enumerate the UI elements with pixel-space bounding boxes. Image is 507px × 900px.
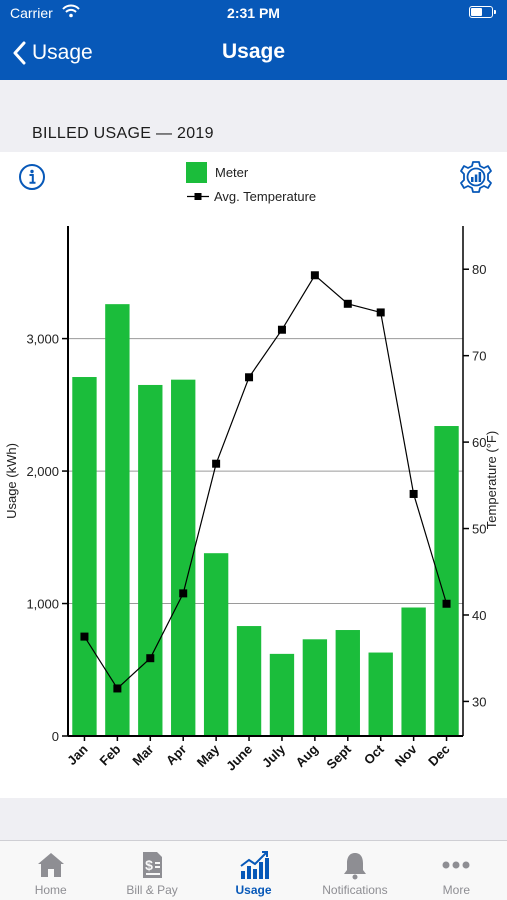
temperature-point-nov xyxy=(409,489,418,498)
tab-label-usage: Usage xyxy=(235,883,272,897)
carrier-label: Carrier xyxy=(10,5,53,21)
temperature-point-july xyxy=(277,325,286,334)
legend-label-meter: Meter xyxy=(215,164,249,180)
bar-june xyxy=(236,626,262,736)
chart-settings-gear-icon xyxy=(460,161,492,193)
bill-document-icon: $ xyxy=(143,852,163,878)
y-tick-label-right: 30 xyxy=(472,694,486,709)
tab-usage[interactable]: Usage xyxy=(203,841,304,900)
bar-dec xyxy=(434,426,459,736)
chart-legend: Meter Avg. Temperature xyxy=(186,160,316,208)
info-circle-icon xyxy=(19,164,45,190)
x-tick-label-oct: Oct xyxy=(361,741,387,767)
bar-jan xyxy=(72,377,97,736)
usage-chart: 0 1,000 2,000 3,000 30 40 50 60 70 80 Jan Feb Mar Apr… xyxy=(4,226,499,774)
back-button-label: Usage xyxy=(32,41,93,64)
temperature-point-dec xyxy=(442,599,451,608)
temperature-point-apr xyxy=(179,589,188,598)
tab-label-bill-pay: Bill & Pay xyxy=(126,883,178,897)
tab-label-notifications: Notifications xyxy=(322,883,388,897)
y-tick-label-right: 60 xyxy=(472,435,486,450)
chart-settings-button[interactable] xyxy=(458,160,494,194)
more-dots-icon xyxy=(442,861,470,869)
back-button[interactable]: Usage xyxy=(12,38,93,68)
info-button[interactable] xyxy=(18,163,46,191)
temperature-line xyxy=(83,274,448,690)
tab-label-home: Home xyxy=(34,883,67,897)
tab-bar: Home $ Bill & Pay Usage Notifications xyxy=(0,840,507,900)
page-title: Usage xyxy=(221,40,286,63)
x-tick-label-sept: Sept xyxy=(323,741,354,772)
bar-apr xyxy=(171,379,196,736)
usage-chart-icon xyxy=(239,851,269,879)
x-tick-label-dec: Dec xyxy=(425,742,452,769)
y-tick-label-right: 80 xyxy=(472,262,486,277)
bar-july xyxy=(269,653,295,736)
tab-notifications[interactable]: Notifications xyxy=(304,841,405,900)
chevron-left-icon xyxy=(13,41,26,65)
footer-band xyxy=(0,798,507,840)
status-time: 2:31 PM xyxy=(227,5,280,21)
x-tick-label-aug: Aug xyxy=(293,741,322,770)
temperature-point-jan xyxy=(80,632,89,641)
navigation-bar: Usage Usage xyxy=(0,26,507,80)
bar-sept xyxy=(335,630,360,736)
svg-text:$: $ xyxy=(145,857,153,873)
bar-nov xyxy=(401,607,426,736)
bar-feb xyxy=(105,304,130,736)
y-tick-label-right: 50 xyxy=(472,522,486,537)
y-tick-label-left: 2,000 xyxy=(26,464,59,479)
x-tick-label-apr: Apr xyxy=(163,742,189,768)
legend-label-temperature: Avg. Temperature xyxy=(214,188,317,204)
x-tick-label-may: May xyxy=(194,741,223,770)
y-tick-label-left: 3,000 xyxy=(26,332,59,347)
bar-oct xyxy=(368,652,393,736)
temperature-point-aug xyxy=(310,271,319,280)
bell-icon xyxy=(343,853,366,880)
section-heading: BILLED USAGE — 2019 xyxy=(32,125,214,142)
temperature-point-june xyxy=(245,373,254,382)
tab-more[interactable]: More xyxy=(406,841,507,900)
tab-label-more: More xyxy=(442,883,470,897)
x-tick-label-feb: Feb xyxy=(97,741,124,768)
legend-swatch-meter xyxy=(186,161,207,183)
battery-icon xyxy=(469,6,496,18)
x-tick-label-jan: Jan xyxy=(64,741,90,767)
x-tick-label-nov: Nov xyxy=(392,741,421,770)
section-header: BILLED USAGE — 2019 xyxy=(0,80,507,152)
legend-swatch-temperature xyxy=(187,192,209,200)
home-icon xyxy=(37,853,64,877)
temperature-point-sept xyxy=(343,299,352,308)
y-tick-label-right: 40 xyxy=(472,608,486,623)
x-tick-label-mar: Mar xyxy=(129,742,156,769)
y-tick-label-left: 0 xyxy=(52,729,59,744)
bar-may xyxy=(203,553,229,736)
tab-bill-pay[interactable]: $ Bill & Pay xyxy=(101,841,202,900)
temperature-point-feb xyxy=(113,684,122,693)
temperature-point-oct xyxy=(376,308,385,317)
x-tick-label-july: July xyxy=(259,741,289,771)
bar-aug xyxy=(302,639,328,736)
legend-item-meter: Meter xyxy=(186,160,316,184)
bar-mar xyxy=(138,384,163,736)
y-tick-label-left: 1,000 xyxy=(26,597,59,612)
tab-home[interactable]: Home xyxy=(0,841,101,900)
temperature-point-may xyxy=(212,459,221,468)
x-tick-label-june: June xyxy=(223,742,255,774)
y-axis-title-left: Usage (kWh) xyxy=(4,443,19,519)
y-tick-label-right: 70 xyxy=(472,349,486,364)
wifi-icon xyxy=(62,4,80,23)
y-axis-title-right: Temperature (°F) xyxy=(484,431,499,529)
status-bar: Carrier 2:31 PM xyxy=(0,0,507,26)
legend-item-temperature: Avg. Temperature xyxy=(186,184,316,208)
temperature-point-mar xyxy=(146,654,155,663)
